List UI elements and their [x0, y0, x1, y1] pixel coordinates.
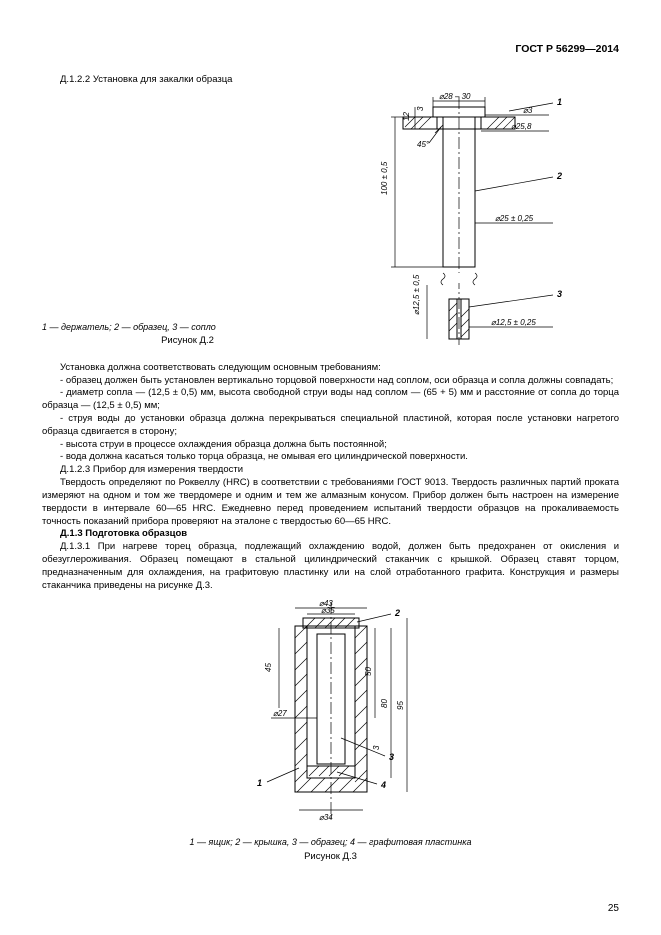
- svg-text:1: 1: [257, 778, 262, 788]
- svg-text:3: 3: [416, 106, 425, 111]
- svg-text:⌀3: ⌀3: [523, 106, 533, 115]
- svg-text:50: 50: [364, 667, 373, 676]
- svg-text:⌀12,5 ± 0,25: ⌀12,5 ± 0,25: [491, 318, 536, 327]
- para-d131: Д.1.3.1 При нагреве торец образца, подле…: [42, 541, 619, 592]
- svg-text:12: 12: [402, 112, 411, 121]
- section-d123-title: Д.1.2.3 Прибор для измерения твердости: [42, 464, 619, 477]
- svg-text:4: 4: [380, 780, 386, 790]
- figure-d2: 1 — держатель; 2 — образец, 3 — сопло Ри…: [42, 91, 619, 356]
- svg-text:3: 3: [372, 745, 381, 750]
- svg-text:3: 3: [389, 752, 394, 762]
- para-intro: Установка должна соответствовать следующ…: [42, 362, 619, 375]
- svg-text:⌀35: ⌀35: [321, 606, 335, 615]
- para-req4: высота струи в процессе охлаждения образ…: [42, 439, 619, 452]
- figure-d3-legend: 1 — ящик; 2 — крышка, 3 — образец; 4 — г…: [42, 836, 619, 848]
- svg-text:⌀28 – 30: ⌀28 – 30: [439, 92, 471, 101]
- figure-d2-drawing: ⌀28 – 30 1 2 3 ⌀3 ⌀25,8 ⌀25 ± 0,25 ⌀12,5…: [339, 91, 599, 351]
- svg-text:⌀25,8: ⌀25,8: [511, 122, 532, 131]
- svg-text:⌀12,5 ± 0,5: ⌀12,5 ± 0,5: [412, 274, 421, 315]
- svg-text:⌀25 ± 0,25: ⌀25 ± 0,25: [495, 214, 534, 223]
- svg-text:⌀27: ⌀27: [273, 709, 287, 718]
- svg-text:2: 2: [556, 171, 562, 181]
- para-req1: образец должен быть установлен вертикаль…: [42, 375, 619, 388]
- figure-d3-drawing: ⌀43 ⌀35 ⌀27 ⌀34 45 50 3 80 95 1 2: [211, 598, 451, 828]
- svg-text:45: 45: [264, 663, 273, 672]
- svg-text:100 ± 0,5: 100 ± 0,5: [380, 161, 389, 195]
- figure-d3: ⌀43 ⌀35 ⌀27 ⌀34 45 50 3 80 95 1 2: [42, 598, 619, 863]
- svg-text:3: 3: [557, 289, 562, 299]
- document-header: ГОСТ Р 56299—2014: [42, 42, 619, 56]
- section-d13-title: Д.1.3 Подготовка образцов: [42, 528, 619, 541]
- svg-text:⌀34: ⌀34: [319, 813, 333, 822]
- para-hardness: Твердость определяют по Роквеллу (HRC) в…: [42, 477, 619, 528]
- svg-text:1: 1: [557, 97, 562, 107]
- para-req3: струя воды до установки образца должна п…: [42, 413, 619, 439]
- svg-text:45°: 45°: [417, 140, 430, 149]
- figure-d2-legend: 1 — держатель; 2 — образец, 3 — сопло: [42, 321, 333, 333]
- svg-text:80: 80: [380, 699, 389, 708]
- para-req2: диаметр сопла — (12,5 ± 0,5) мм, высота …: [42, 387, 619, 413]
- page-number: 25: [608, 902, 619, 916]
- para-req5: вода должна касаться только торца образц…: [42, 451, 619, 464]
- figure-d2-label: Рисунок Д.2: [42, 335, 333, 348]
- figure-d3-label: Рисунок Д.3: [42, 851, 619, 864]
- svg-text:95: 95: [396, 701, 405, 710]
- section-d122-title: Д.1.2.2 Установка для закалки образца: [42, 74, 619, 87]
- svg-text:2: 2: [394, 608, 400, 618]
